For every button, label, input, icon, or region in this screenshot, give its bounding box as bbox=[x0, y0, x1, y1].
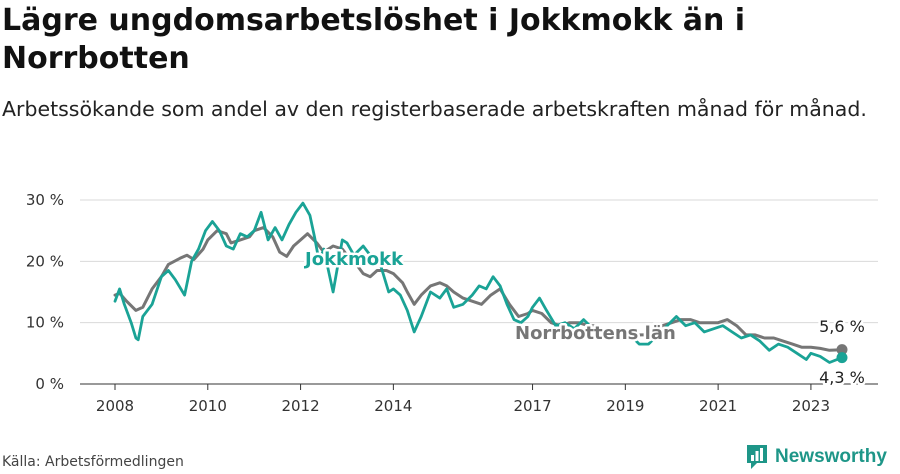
x-tick-label: 2008 bbox=[96, 397, 134, 415]
x-tick-label: 2023 bbox=[792, 397, 830, 415]
source-note: Källa: Arbetsförmedlingen bbox=[2, 454, 184, 470]
norrbotten-label-halo: Norrbottens län bbox=[515, 323, 676, 344]
newsworthy-logo[interactable]: Newsworthy bbox=[745, 442, 887, 472]
jokkmokk-end-value-halo: 4,3 % bbox=[819, 368, 865, 387]
end-point-jokkmokk bbox=[836, 352, 848, 364]
y-tick-label: 20 % bbox=[26, 252, 64, 270]
norrbotten-label: Norrbottens län bbox=[515, 323, 676, 344]
y-tick-label: 0 % bbox=[35, 375, 64, 393]
y-axis: 0 % 10 % 20 % 30 % bbox=[26, 191, 64, 393]
jokkmokk-label: Jokkmokk bbox=[303, 249, 404, 270]
x-tick-label: 2014 bbox=[374, 397, 412, 415]
jokkmokk-end-value: 4,3 % bbox=[819, 368, 865, 387]
x-tick-label: 2012 bbox=[281, 397, 319, 415]
newsworthy-logo-icon bbox=[747, 445, 767, 469]
y-tick-label: 30 % bbox=[26, 191, 64, 209]
chart-title: Lägre ungdomsarbetslöshet i Jokkmokk än … bbox=[2, 3, 746, 76]
grid-lines bbox=[80, 199, 878, 324]
y-tick-label: 10 % bbox=[26, 314, 64, 332]
series-line-jokkmokk bbox=[113, 201, 844, 364]
jokkmokk-label-halo: Jokkmokk bbox=[303, 249, 404, 270]
x-tick-label: 2010 bbox=[189, 397, 227, 415]
plot-lines bbox=[113, 201, 848, 364]
chart-subtitle: Arbetssökande som andel av den registerb… bbox=[2, 97, 867, 121]
x-tick-label: 2021 bbox=[699, 397, 737, 415]
series-line-norrbotten bbox=[113, 226, 844, 352]
norrbotten-end-value: 5,6 % bbox=[819, 317, 865, 336]
x-tick-label: 2017 bbox=[513, 397, 551, 415]
x-axis: 2008 2010 2012 2014 2017 2019 2021 2023 bbox=[80, 383, 878, 415]
end-point-norrbotten bbox=[836, 344, 848, 356]
norrbotten-end-value-halo: 5,6 % bbox=[819, 317, 865, 336]
x-tick-label: 2019 bbox=[606, 397, 644, 415]
newsworthy-logo-text: Newsworthy bbox=[775, 446, 887, 467]
